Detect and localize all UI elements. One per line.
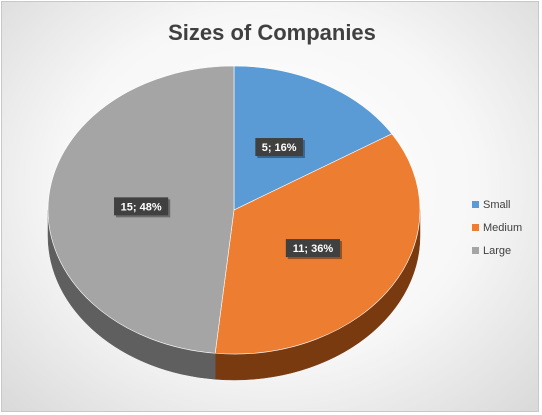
legend: Small Medium Large	[472, 199, 522, 257]
data-label-text: 15; 48%	[121, 201, 162, 213]
data-labels: 5; 16% 11; 36% 15; 48%	[114, 138, 343, 260]
pie-slices	[47, 65, 421, 355]
legend-swatch	[472, 201, 479, 208]
data-label-box	[255, 138, 303, 157]
legend-item-large: Large	[472, 245, 511, 257]
data-label-text: 5; 16%	[262, 142, 297, 154]
legend-label: Small	[483, 199, 511, 211]
legend-swatch	[472, 247, 479, 254]
data-label-large: 15; 48%	[114, 197, 171, 218]
legend-label: Medium	[483, 222, 522, 234]
data-label-box	[114, 197, 169, 216]
data-label-text: 11; 36%	[293, 243, 334, 255]
data-label-medium: 11; 36%	[285, 239, 343, 260]
chart-title: Sizes of Companies	[168, 20, 376, 45]
legend-item-medium: Medium	[472, 222, 522, 234]
legend-item-small: Small	[472, 199, 511, 211]
slice-small[interactable]	[233, 65, 393, 211]
data-label-small: 5; 16%	[255, 138, 305, 159]
legend-label: Large	[483, 245, 511, 257]
data-label-box	[285, 239, 341, 258]
legend-swatch	[472, 224, 479, 231]
